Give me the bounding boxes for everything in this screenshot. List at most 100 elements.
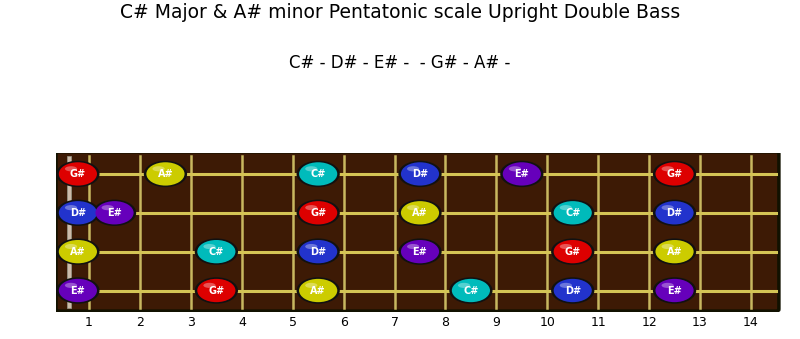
Ellipse shape	[305, 244, 318, 249]
Ellipse shape	[662, 244, 674, 249]
Text: A#: A#	[310, 285, 326, 296]
Text: D#: D#	[666, 208, 682, 218]
Text: C#: C#	[463, 285, 478, 296]
Ellipse shape	[407, 166, 419, 171]
Ellipse shape	[203, 244, 215, 249]
Ellipse shape	[297, 277, 340, 304]
Ellipse shape	[560, 244, 572, 249]
Ellipse shape	[56, 277, 99, 304]
Text: E#: E#	[413, 247, 427, 257]
Text: C#: C#	[565, 208, 581, 218]
Ellipse shape	[56, 238, 99, 265]
Ellipse shape	[198, 279, 235, 302]
Ellipse shape	[662, 166, 674, 171]
Ellipse shape	[554, 279, 592, 302]
Ellipse shape	[401, 162, 439, 185]
Ellipse shape	[299, 162, 338, 185]
Ellipse shape	[297, 200, 340, 226]
Ellipse shape	[551, 238, 594, 265]
Ellipse shape	[299, 279, 338, 302]
Ellipse shape	[146, 162, 185, 185]
Ellipse shape	[144, 161, 187, 187]
Ellipse shape	[401, 201, 439, 224]
Ellipse shape	[198, 240, 235, 263]
Ellipse shape	[653, 277, 696, 304]
Text: A#: A#	[666, 247, 682, 257]
Ellipse shape	[450, 277, 493, 304]
Ellipse shape	[65, 166, 77, 171]
Ellipse shape	[102, 205, 114, 210]
FancyBboxPatch shape	[56, 152, 779, 311]
Ellipse shape	[398, 238, 442, 265]
Text: C# Major & A# minor Pentatonic scale Upright Double Bass: C# Major & A# minor Pentatonic scale Upr…	[120, 3, 680, 22]
Ellipse shape	[398, 161, 442, 187]
Ellipse shape	[551, 200, 594, 226]
Text: G#: G#	[666, 169, 682, 179]
Ellipse shape	[502, 162, 541, 185]
Ellipse shape	[655, 201, 694, 224]
Text: A#: A#	[70, 247, 86, 257]
Ellipse shape	[95, 201, 134, 224]
Ellipse shape	[452, 279, 490, 302]
Ellipse shape	[297, 161, 340, 187]
Text: D#: D#	[565, 285, 581, 296]
Ellipse shape	[560, 283, 572, 288]
Ellipse shape	[655, 240, 694, 263]
Ellipse shape	[297, 238, 340, 265]
Ellipse shape	[653, 200, 696, 226]
Ellipse shape	[59, 240, 97, 263]
Text: E#: E#	[514, 169, 529, 179]
Ellipse shape	[662, 205, 674, 210]
Text: E#: E#	[107, 208, 122, 218]
Ellipse shape	[653, 161, 696, 187]
Ellipse shape	[655, 279, 694, 302]
Ellipse shape	[398, 200, 442, 226]
Text: G#: G#	[310, 208, 326, 218]
Ellipse shape	[56, 161, 99, 187]
Ellipse shape	[509, 166, 521, 171]
Text: E#: E#	[667, 285, 682, 296]
Bar	[67, 156, 71, 308]
Ellipse shape	[65, 283, 77, 288]
Text: C# - D# - E# -  - G# - A# -: C# - D# - E# - - G# - A# -	[290, 54, 510, 72]
Ellipse shape	[551, 277, 594, 304]
Ellipse shape	[653, 238, 696, 265]
Ellipse shape	[153, 166, 165, 171]
Ellipse shape	[299, 201, 338, 224]
Ellipse shape	[59, 201, 97, 224]
Text: D#: D#	[70, 208, 86, 218]
Ellipse shape	[59, 162, 97, 185]
Ellipse shape	[407, 205, 419, 210]
Ellipse shape	[401, 240, 439, 263]
Ellipse shape	[554, 240, 592, 263]
Text: C#: C#	[209, 247, 224, 257]
Ellipse shape	[194, 238, 238, 265]
Text: A#: A#	[158, 169, 174, 179]
Ellipse shape	[554, 201, 592, 224]
Ellipse shape	[93, 200, 136, 226]
Text: D#: D#	[310, 247, 326, 257]
Ellipse shape	[662, 283, 674, 288]
Text: D#: D#	[412, 169, 428, 179]
Ellipse shape	[305, 283, 318, 288]
Text: A#: A#	[412, 208, 428, 218]
Text: G#: G#	[208, 285, 225, 296]
Ellipse shape	[194, 277, 238, 304]
Ellipse shape	[59, 279, 97, 302]
Ellipse shape	[655, 162, 694, 185]
Ellipse shape	[407, 244, 419, 249]
Ellipse shape	[203, 283, 215, 288]
Text: G#: G#	[70, 169, 86, 179]
Ellipse shape	[500, 161, 543, 187]
Ellipse shape	[65, 244, 77, 249]
Ellipse shape	[458, 283, 470, 288]
Text: C#: C#	[310, 169, 326, 179]
Text: E#: E#	[70, 285, 86, 296]
Ellipse shape	[305, 205, 318, 210]
Ellipse shape	[560, 205, 572, 210]
Ellipse shape	[65, 205, 77, 210]
Text: G#: G#	[565, 247, 581, 257]
Ellipse shape	[56, 200, 99, 226]
Ellipse shape	[299, 240, 338, 263]
Ellipse shape	[305, 166, 318, 171]
